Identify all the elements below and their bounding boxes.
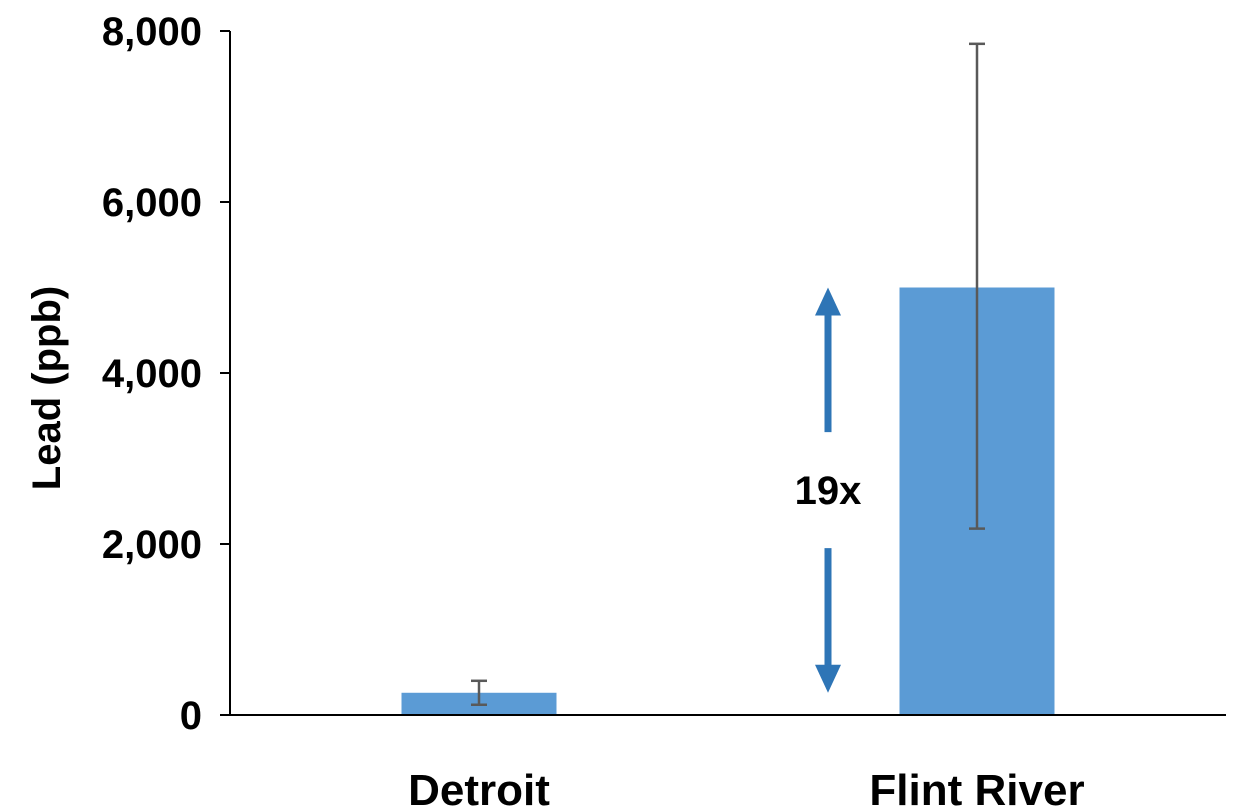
arrow-down-head bbox=[815, 664, 841, 693]
y-tick-label: 2,000 bbox=[102, 523, 202, 567]
x-category-label: Flint River bbox=[869, 766, 1084, 812]
x-axis-labels: Detroit Flint River bbox=[408, 766, 1084, 812]
ratio-label: 19x bbox=[795, 469, 862, 513]
x-category-label: Detroit bbox=[408, 766, 550, 812]
y-tick-label: 4,000 bbox=[102, 352, 202, 396]
y-axis-ticks: 0 2,000 4,000 6,000 8,000 bbox=[102, 10, 230, 738]
bars bbox=[401, 287, 1055, 715]
y-tick-label: 0 bbox=[180, 694, 202, 738]
y-tick-label: 6,000 bbox=[102, 181, 202, 225]
y-axis-title: Lead (ppb) bbox=[25, 286, 69, 490]
ratio-annotation: 19x bbox=[795, 287, 862, 693]
y-tick-label: 8,000 bbox=[102, 10, 202, 54]
arrow-up-head bbox=[815, 287, 841, 316]
error-bars bbox=[471, 42, 985, 706]
